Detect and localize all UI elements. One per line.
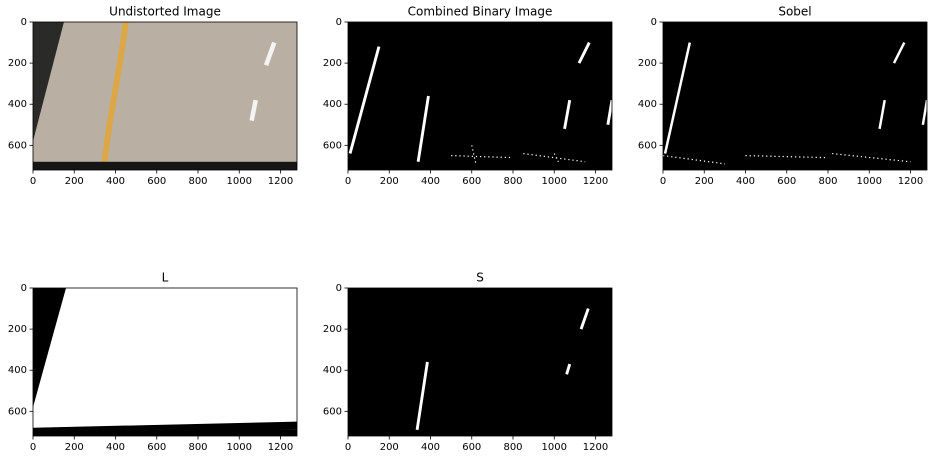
x-tick-label: 1200 (583, 176, 608, 187)
x-tick-label: 800 (503, 176, 522, 187)
road (33, 22, 297, 170)
shadow (33, 288, 66, 408)
y-tick-label: 600 (8, 140, 27, 151)
y-tick-label: 200 (323, 58, 342, 69)
x-tick-label: 600 (462, 442, 481, 453)
x-tick-label: 1200 (583, 442, 608, 453)
subplot-title: Sobel (778, 5, 811, 19)
y-tick-label: 0 (336, 283, 342, 294)
y-tick-label: 200 (8, 58, 27, 69)
x-tick-label: 400 (106, 442, 125, 453)
y-tick-label: 400 (638, 99, 657, 110)
y-tick-label: 400 (323, 99, 342, 110)
image (662, 22, 929, 170)
x-tick-label: 200 (65, 442, 84, 453)
x-tick-label: 600 (147, 442, 166, 453)
y-tick-label: 400 (8, 99, 27, 110)
subplot: Sobel 0 200 400 600 800 1000 1200 0 200 400 600 (638, 5, 929, 187)
x-tick-label: 0 (30, 176, 36, 187)
axes-frame (347, 287, 613, 437)
x-tick-label: 200 (380, 176, 399, 187)
x-tick-label: 1000 (227, 176, 252, 187)
x-tick-label: 1000 (857, 176, 882, 187)
x-tick-label: 200 (65, 176, 84, 187)
x-tick-label: 1200 (268, 176, 293, 187)
x-tick-label: 600 (462, 176, 481, 187)
shadow (33, 22, 64, 142)
x-tick-label: 1200 (268, 442, 293, 453)
subplot-title: Undistorted Image (109, 5, 221, 19)
lines (663, 42, 929, 154)
white-lane (249, 41, 277, 122)
yellow-lane (101, 21, 129, 167)
x-tick-label: 1000 (227, 442, 252, 453)
bg (663, 22, 927, 170)
y-tick-label: 200 (323, 324, 342, 335)
y-tick-label: 600 (323, 140, 342, 151)
image (33, 288, 297, 436)
axes-frame (662, 21, 928, 171)
bottom (33, 161, 297, 170)
y-tick-label: 0 (21, 17, 27, 28)
x-tick-label: 400 (736, 176, 755, 187)
y-tick-label: 0 (336, 17, 342, 28)
y-tick-label: 600 (8, 406, 27, 417)
subplot: S 0 200 400 600 800 1000 1200 0 200 400 600 (323, 271, 613, 453)
axes-frame (32, 21, 298, 171)
x-tick-label: 0 (30, 442, 36, 453)
y-tick-label: 400 (8, 365, 27, 376)
noise (662, 152, 911, 165)
subplot-title: L (162, 271, 169, 285)
axes-frame (347, 21, 613, 171)
x-tick-label: 1000 (542, 442, 567, 453)
bg (33, 288, 297, 436)
y-tick-label: 200 (8, 324, 27, 335)
y-tick-label: 0 (21, 283, 27, 294)
bottom-strip (33, 421, 297, 432)
x-tick-label: 0 (660, 176, 666, 187)
y-tick-label: 200 (638, 58, 657, 69)
x-tick-label: 800 (818, 176, 837, 187)
y-tick-label: 600 (638, 140, 657, 151)
bottom (33, 429, 297, 436)
bg (348, 22, 612, 170)
x-tick-label: 1000 (542, 176, 567, 187)
x-tick-label: 0 (345, 176, 351, 187)
x-tick-label: 0 (345, 442, 351, 453)
subplot: Combined Binary Image 0 200 400 600 800 1000 12… (323, 5, 614, 187)
x-tick-label: 200 (695, 176, 714, 187)
y-tick-label: 400 (323, 365, 342, 376)
x-tick-label: 400 (106, 176, 125, 187)
x-tick-label: 600 (777, 176, 796, 187)
x-tick-label: 200 (380, 442, 399, 453)
image (348, 288, 612, 436)
subplot-title: S (476, 271, 484, 285)
x-tick-label: 800 (188, 176, 207, 187)
y-tick-label: 600 (323, 406, 342, 417)
subplot: Undistorted Image 0 200 400 600 800 1000 1200 0 2… (8, 5, 298, 187)
image (33, 21, 297, 170)
x-tick-label: 800 (188, 442, 207, 453)
bg (348, 288, 612, 436)
x-tick-label: 1200 (898, 176, 923, 187)
y-tick-label: 0 (651, 17, 657, 28)
lines (415, 308, 590, 431)
axes-frame (32, 287, 298, 437)
image (348, 22, 614, 170)
x-tick-label: 600 (147, 176, 166, 187)
x-tick-label: 400 (421, 442, 440, 453)
subplot: L 0 200 400 600 800 1000 1200 0 200 400 600 (8, 271, 298, 453)
subplot-title: Combined Binary Image (408, 5, 553, 19)
lines (348, 41, 614, 162)
x-tick-label: 400 (421, 176, 440, 187)
x-tick-label: 800 (503, 442, 522, 453)
